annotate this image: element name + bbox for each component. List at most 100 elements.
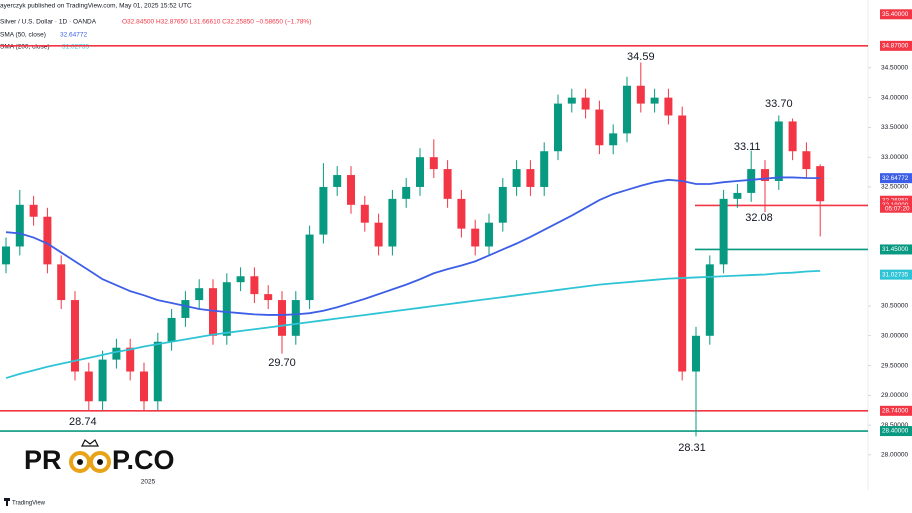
candle-body: [733, 192, 742, 199]
candle-body: [774, 121, 783, 181]
price-badge-label: 31.45000: [882, 246, 909, 253]
candle-body: [181, 300, 190, 318]
candle-body: [623, 85, 631, 134]
candle-body: [29, 204, 38, 217]
price-badge: [880, 269, 912, 280]
sma200-value: 31.02735: [62, 44, 89, 51]
candle-body: [126, 347, 135, 372]
price-badge: [880, 405, 912, 416]
publisher: ayerczyk published on TradingView.com, M…: [0, 3, 192, 10]
candle-body: [195, 288, 204, 301]
candle-body: [512, 169, 521, 187]
candle-body: [57, 264, 66, 301]
candle-body: [347, 175, 355, 205]
candle-body: [526, 169, 535, 187]
price-annotation: 33.70: [765, 98, 793, 110]
price-annotation: 29.70: [268, 357, 296, 369]
price-badge-label: 31.02735: [882, 271, 909, 278]
candle-body: [609, 133, 618, 146]
price-annotation: 33.11: [734, 141, 761, 153]
candle-body: [222, 282, 231, 336]
candle-body: [43, 216, 52, 265]
price-annotation: 28.74: [69, 416, 97, 428]
candle-body: [374, 222, 383, 247]
candle-body: [429, 157, 438, 170]
price-badge: [880, 40, 912, 51]
candle-body: [636, 85, 645, 104]
candle-body: [264, 294, 273, 301]
logo-crown: [81, 439, 99, 447]
candle-body: [84, 371, 93, 402]
x-tick-label: 2025: [141, 479, 156, 486]
price-badge-label: 32.64772: [882, 175, 909, 182]
ohlc: O32.84500 H32.87650 L31.66610 C32.25850 …: [122, 19, 311, 26]
candle-body: [443, 169, 452, 199]
y-tick-label: 28.00000: [881, 452, 908, 459]
y-tick-label: 33.00000: [881, 154, 908, 161]
footer: TradingView: [12, 501, 46, 507]
candle-body: [416, 157, 424, 187]
price-badge-label: 28.40000: [882, 428, 909, 435]
candle-body: [140, 371, 148, 402]
candle-body: [567, 97, 576, 104]
sma-line: [5, 269, 821, 379]
candle-body: [250, 276, 259, 295]
candle-body: [802, 151, 811, 170]
candle-body: [333, 175, 342, 187]
logo-pupil: [97, 459, 103, 465]
candle-body: [305, 234, 314, 301]
y-tick-label: 32.50000: [881, 184, 908, 191]
sma50-value: 32.64772: [60, 32, 87, 39]
candle-body: [319, 186, 328, 235]
candle-body: [471, 228, 480, 247]
candle-body: [554, 103, 562, 152]
y-tick-label: 29.00000: [881, 392, 908, 399]
candle-body: [388, 198, 397, 247]
candle-body: [581, 97, 590, 110]
candle-body: [278, 300, 286, 336]
candle-body: [595, 109, 604, 146]
candle-body: [678, 115, 687, 372]
price-badge: [880, 173, 912, 184]
price-badge-label: 28.74000: [882, 407, 909, 414]
price-badge-label: 35.40000: [882, 11, 909, 18]
y-tick-label: 30.50000: [881, 303, 908, 310]
logo-right: P.CO: [112, 445, 175, 475]
candle-body: [98, 359, 107, 402]
logo-left: PR: [24, 445, 62, 475]
price-annotation: 28.31: [678, 442, 706, 454]
y-tick-label: 34.50000: [881, 65, 908, 72]
candle-body: [650, 97, 659, 104]
y-tick-label: 34.00000: [881, 94, 908, 101]
tv-icon: [4, 498, 10, 506]
candle-body: [498, 186, 507, 223]
candle-body: [816, 166, 825, 202]
candle-body: [540, 151, 549, 187]
sma200-legend: SMA (200, close): [0, 44, 50, 51]
candle-body: [692, 335, 700, 372]
candle-body: [457, 198, 466, 229]
candle-body: [167, 317, 176, 342]
candle-body: [15, 204, 24, 247]
y-tick-label: 30.00000: [881, 333, 908, 340]
candle-body: [761, 169, 769, 181]
sma50-legend: SMA (50, close): [0, 32, 46, 39]
sma-line: [5, 176, 821, 316]
candle-body: [719, 198, 728, 265]
price-badge-label: 34.87000: [882, 43, 909, 50]
price-badge: [880, 244, 912, 255]
logo-eye: [89, 451, 111, 473]
candle-body: [291, 300, 300, 336]
candle-body: [360, 204, 369, 223]
candle-body: [788, 121, 797, 152]
candle-body: [705, 264, 714, 336]
candle-body: [153, 341, 162, 402]
candle-body: [236, 276, 245, 283]
countdown: 05:07:20: [885, 205, 910, 212]
price-annotation: 34.59: [627, 51, 655, 63]
candle-body: [747, 169, 756, 193]
y-tick-label: 29.50000: [881, 362, 908, 369]
logo: PR P.CO: [24, 439, 175, 475]
